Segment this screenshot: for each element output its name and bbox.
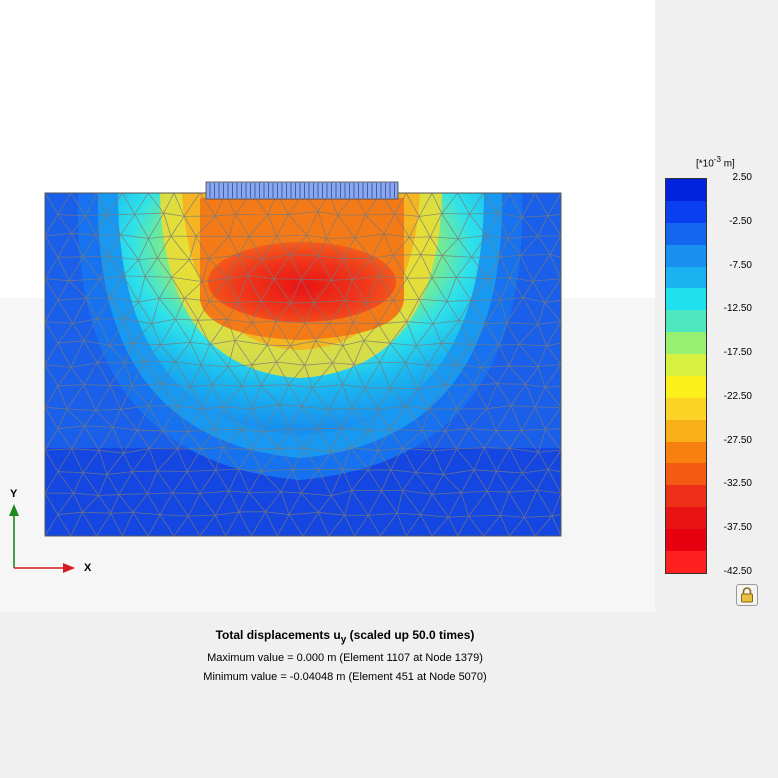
legend-band	[666, 354, 706, 376]
caption-min-value: Minimum value = -0.04048 m (Element 451 …	[203, 671, 487, 684]
finite-element-mesh	[45, 193, 561, 536]
y-axis-arrowhead	[9, 504, 19, 516]
fem-mesh-plot[interactable]	[0, 0, 655, 612]
caption-title: Total displacements uy (scaled up 50.0 t…	[215, 628, 475, 646]
legend-tick-label: -22.50	[723, 390, 752, 402]
legend-tick-label: -27.50	[723, 434, 752, 446]
legend-band	[666, 375, 706, 398]
legend-band	[666, 310, 706, 333]
legend-band	[666, 529, 706, 551]
legend-tick-label: -2.50	[729, 215, 752, 227]
y-axis-label: Y	[10, 488, 18, 500]
legend-band	[666, 463, 706, 486]
legend-tick-label: -12.50	[723, 303, 752, 315]
legend-band	[666, 222, 706, 245]
legend-color-bar	[665, 178, 707, 574]
color-legend: [*10-3 m] 2.50 -2.50 -7.50 -12.50 -17.50 -22.…	[660, 150, 778, 590]
legend-tick-label: -42.50	[723, 566, 752, 577]
legend-band	[666, 179, 706, 201]
legend-band	[666, 419, 706, 442]
legend-band	[666, 200, 706, 223]
lock-icon	[741, 587, 753, 603]
legend-tick-label: -17.50	[723, 347, 752, 359]
foundation-plate	[205, 181, 399, 200]
legend-tick-label: -7.50	[729, 259, 752, 271]
legend-unit: [*10-3 m]	[696, 155, 735, 170]
legend-band	[666, 397, 706, 420]
x-axis-label: X	[84, 562, 92, 574]
axes-indicator	[9, 504, 75, 573]
caption-max-value: Maximum value = 0.000 m (Element 1107 at…	[207, 652, 483, 665]
plot-caption: Total displacements uy (scaled up 50.0 t…	[0, 628, 690, 683]
legend-band	[666, 244, 706, 267]
lock-button[interactable]	[736, 584, 758, 606]
legend-band	[666, 441, 706, 464]
x-axis-arrowhead	[63, 563, 75, 573]
legend-band	[666, 266, 706, 289]
legend-band	[666, 332, 706, 354]
legend-tick-label: -32.50	[723, 478, 752, 490]
legend-tick-label: -37.50	[723, 522, 752, 534]
legend-band	[666, 485, 706, 508]
soil-domain	[45, 193, 561, 536]
legend-band	[666, 288, 706, 311]
legend-band	[666, 550, 706, 573]
legend-tick-label: 2.50	[732, 172, 752, 183]
legend-band	[666, 507, 706, 529]
